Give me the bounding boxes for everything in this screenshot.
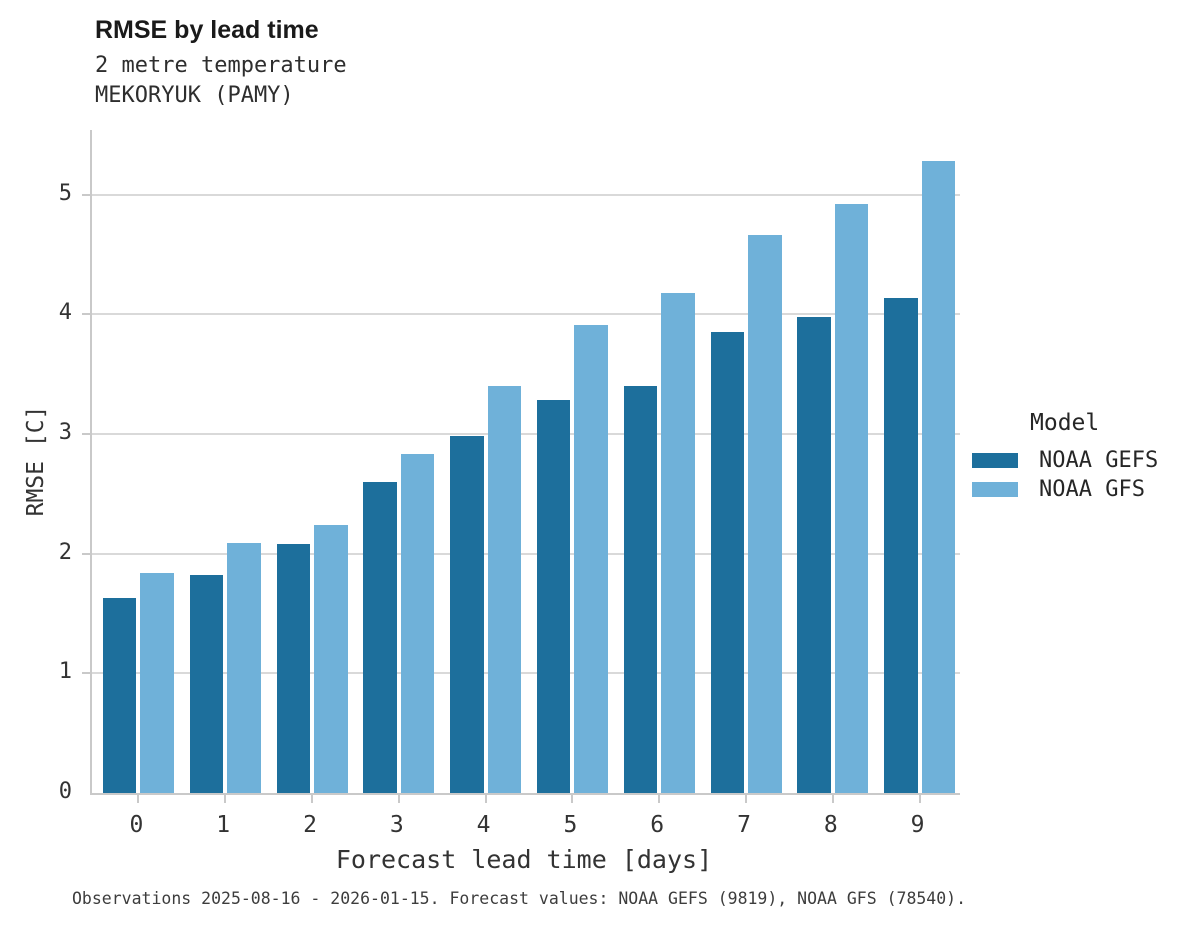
bar-noaa-gfs-day-3 [400,454,435,793]
y-axis-tick-labels: 0 1 2 3 4 5 [0,130,72,804]
x-tick-mark-8 [831,795,834,803]
bar-noaa-gefs-day-7 [710,332,744,793]
y-tick-label-2: 2 [58,539,72,565]
bar-noaa-gefs-day-9 [884,297,918,793]
bar-noaa-gefs-day-6 [623,386,658,793]
bar-noaa-gfs-day-5 [574,325,608,793]
x-tick-mark-6 [658,795,661,803]
x-tick-label-5: 5 [563,812,578,838]
x-axis-tick-labels: 0 1 2 3 4 5 6 7 8 9 [90,812,958,842]
x-tick-label-3: 3 [389,812,404,838]
gridline-y-2 [92,552,960,555]
x-tick-mark-7 [745,795,747,803]
x-tick-mark-1 [224,795,227,803]
bar-noaa-gfs-day-8 [834,204,869,793]
y-tick-label-1: 1 [58,659,72,685]
x-tick-mark-4 [484,795,487,803]
bar-noaa-gfs-day-1 [227,542,261,793]
bar-noaa-gefs-day-3 [363,481,397,793]
legend: Model NOAA GEFS NOAA GFS [972,410,1187,504]
x-tick-label-4: 4 [476,812,491,838]
legend-swatch-noaa-gfs [972,482,1018,497]
bar-noaa-gfs-day-7 [748,235,782,793]
x-tick-mark-9 [918,795,921,803]
y-tick-mark-5 [82,193,90,196]
y-tick-label-4: 4 [58,300,72,326]
legend-item-noaa-gefs: NOAA GEFS [972,446,1187,475]
bar-noaa-gefs-day-2 [276,544,310,793]
bar-noaa-gfs-day-0 [140,572,174,793]
bar-noaa-gfs-day-6 [661,292,695,793]
gridline-y-1 [92,672,960,675]
x-tick-label-9: 9 [910,812,925,838]
chart-title: RMSE by lead time [95,16,319,44]
bar-noaa-gfs-day-9 [921,161,956,793]
x-tick-label-1: 1 [216,812,231,838]
legend-title: Model [1030,410,1100,436]
chart-subtitle-variable: 2 metre temperature [95,53,347,78]
y-tick-label-3: 3 [58,419,72,445]
y-tick-mark-3 [82,432,90,435]
y-tick-mark-2 [82,552,90,555]
y-tick-label-5: 5 [58,180,72,206]
bar-noaa-gfs-day-2 [314,524,348,793]
x-tick-mark-2 [311,795,313,803]
bar-noaa-gefs-day-1 [189,575,224,793]
x-tick-mark-3 [397,795,400,803]
legend-label-noaa-gefs: NOAA GEFS [1039,448,1159,473]
x-axis-title: Forecast lead time [days] [335,845,713,874]
bar-noaa-gfs-day-4 [487,386,522,793]
chart-subtitle-station: MEKORYUK (PAMY) [95,83,294,108]
y-tick-mark-4 [82,313,90,316]
x-tick-label-6: 6 [650,812,665,838]
gridline-y-3 [92,432,960,435]
bar-noaa-gefs-day-4 [450,436,484,793]
x-tick-label-7: 7 [737,812,751,838]
y-tick-mark-1 [82,672,90,675]
caption: Observations 2025-08-16 - 2026-01-15. Fo… [72,889,967,908]
x-tick-label-2: 2 [303,812,317,838]
y-tick-label-0: 0 [58,779,72,804]
legend-swatch-noaa-gefs [972,453,1018,468]
x-tick-mark-0 [137,795,140,803]
gridline-y-5 [92,193,960,196]
bar-noaa-gefs-day-5 [536,400,571,793]
x-tick-mark-5 [571,795,574,803]
plot-area [82,130,960,803]
legend-label-noaa-gfs: NOAA GFS [1039,477,1145,502]
x-tick-label-8: 8 [823,812,838,838]
bar-noaa-gefs-day-0 [102,597,137,793]
x-tick-label-0: 0 [129,812,144,838]
bar-noaa-gefs-day-8 [797,316,831,793]
gridline-y-4 [92,313,960,316]
legend-item-noaa-gfs: NOAA GFS [972,475,1187,504]
